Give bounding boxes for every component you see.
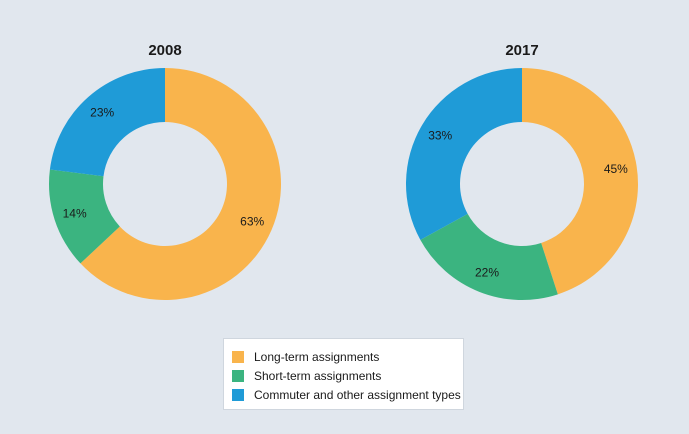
donut-chart-2008: 2008 63% 14% 23% (49, 42, 281, 300)
slice-short (420, 213, 558, 300)
chart-title: 2017 (505, 42, 538, 59)
slice-label-short: 22% (475, 265, 499, 279)
slice-label-long: 45% (604, 162, 628, 176)
slice-commuter (406, 68, 522, 240)
slice-commuter (49, 68, 165, 177)
slice-label-commuter: 23% (90, 106, 114, 120)
legend-item-short-term: Short-term assignments (232, 366, 455, 385)
legend-swatch-long-term (232, 350, 244, 363)
slice-label-commuter: 33% (428, 129, 452, 143)
chart-title: 2008 (148, 42, 181, 59)
legend-label: Commuter and other assignment types (254, 387, 461, 402)
slice-label-long: 63% (240, 215, 264, 229)
legend-label: Short-term assignments (254, 368, 382, 383)
slice-long (80, 68, 281, 300)
slice-long (522, 68, 639, 295)
legend: Long-term assignments Short-term assignm… (223, 338, 464, 410)
legend-item-long-term: Long-term assignments (232, 347, 455, 366)
donut-chart-2017: 2017 45% 22% 33% (406, 42, 639, 300)
slice-short (49, 169, 120, 264)
legend-label: Long-term assignments (254, 349, 380, 364)
legend-swatch-commuter (232, 388, 244, 401)
charts-area: 2008 63% 14% 23% 2017 45% 22% 33% (49, 42, 639, 300)
legend-swatch-short-term (232, 369, 244, 382)
legend-item-commuter: Commuter and other assignment types (232, 385, 461, 404)
slice-label-short: 14% (63, 206, 87, 220)
